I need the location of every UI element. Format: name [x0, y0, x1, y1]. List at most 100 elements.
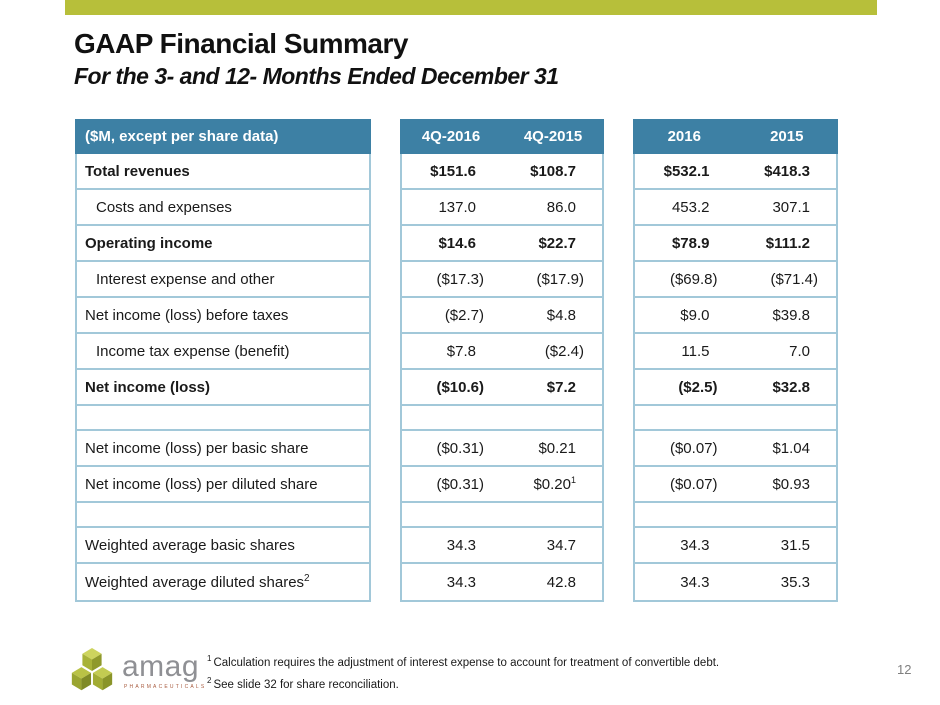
value-cell: ($71.4) — [770, 270, 818, 288]
amag-logo-mark-icon — [71, 647, 113, 691]
value-cell: $7.8 — [446, 342, 476, 360]
table-row: ($69.8) ($71.4) — [635, 262, 836, 298]
slide-title: GAAP Financial Summary — [74, 28, 408, 59]
row-label: Net income (loss) per diluted share — [85, 475, 318, 493]
value-cell: 34.3 — [680, 536, 710, 554]
value-cell: $111.2 — [765, 234, 810, 252]
value-cell: $39.8 — [772, 306, 810, 324]
row-label: Weighted average diluted shares2 — [85, 573, 310, 591]
table-row: ($10.6) $7.2 — [402, 370, 602, 406]
row-label: Net income (loss) — [85, 378, 211, 396]
value-cell: $1.04 — [772, 439, 810, 457]
table-row: Net income (loss) — [77, 370, 369, 406]
value-cell: ($2.7) — [444, 306, 484, 324]
table-row: $7.8 ($2.4) — [402, 334, 602, 370]
value-cell: 34.3 — [446, 573, 476, 591]
spacer-row — [402, 503, 602, 528]
table-row: ($2.7) $4.8 — [402, 298, 602, 334]
top-accent-bar — [65, 0, 877, 15]
table-row: Income tax expense (benefit) — [77, 334, 369, 370]
full-year-body: $532.1 $418.3 453.2 307.1 $78.9 $111.2 (… — [633, 154, 838, 602]
table-row: ($2.5) $32.8 — [635, 370, 836, 406]
value-cell: $0.201 — [533, 475, 576, 493]
row-label: Income tax expense (benefit) — [96, 342, 290, 360]
value-cell: ($0.31) — [436, 475, 484, 493]
value-cell: $32.8 — [772, 378, 810, 396]
value-cell: ($0.07) — [669, 475, 718, 493]
row-label: Costs and expenses — [96, 198, 232, 216]
value-cell: ($2.4) — [544, 342, 584, 360]
value-cell: ($17.9) — [536, 270, 584, 288]
quarterly-header: 4Q-2016 4Q-2015 — [400, 119, 604, 154]
value-cell: ($10.6) — [436, 378, 484, 396]
spacer-row — [402, 406, 602, 431]
value-cell: ($0.31) — [436, 439, 484, 457]
table-row: 137.0 86.0 — [402, 190, 602, 226]
table-row: Net income (loss) per diluted share — [77, 467, 369, 503]
footnote-2: 2 See slide 32 for share reconciliation. — [207, 675, 399, 691]
value-cell: $14.6 — [438, 234, 476, 252]
table-row: ($17.3) ($17.9) — [402, 262, 602, 298]
table-row: $532.1 $418.3 — [635, 154, 836, 190]
spacer-row — [77, 503, 369, 528]
quarterly-table: 4Q-2016 4Q-2015 $151.6 $108.7 137.0 86.0… — [400, 119, 604, 602]
table-row: ($0.07) $0.93 — [635, 467, 836, 503]
table-row: Interest expense and other — [77, 262, 369, 298]
value-cell: $108.7 — [530, 162, 576, 180]
table-row: ($0.31) $0.21 — [402, 431, 602, 467]
table-row: Weighted average diluted shares2 — [77, 564, 369, 600]
value-cell: 35.3 — [780, 573, 810, 591]
row-label: Net income (loss) per basic share — [85, 439, 309, 457]
value-cell: $22.7 — [538, 234, 576, 252]
footnote-ref-1: 1 — [570, 475, 576, 485]
page-number: 12 — [897, 662, 912, 677]
table-row: $9.0 $39.8 — [635, 298, 836, 334]
table-row: Operating income — [77, 226, 369, 262]
table-row: 11.5 7.0 — [635, 334, 836, 370]
value-cell: 453.2 — [671, 198, 710, 216]
logo-subtext: PHARMACEUTICALS — [124, 684, 207, 690]
value-cell: 34.3 — [680, 573, 710, 591]
table-row: 34.3 31.5 — [635, 528, 836, 564]
table-row: ($0.07) $1.04 — [635, 431, 836, 467]
footnote-1: 1 Calculation requires the adjustment of … — [207, 654, 720, 669]
col-header-2015: 2015 — [770, 128, 804, 145]
value-cell: ($2.5) — [678, 378, 718, 396]
logo-wordmark: amag — [122, 650, 200, 683]
value-cell: $151.6 — [430, 162, 476, 180]
value-cell: $418.3 — [764, 162, 810, 180]
value-cell: $9.0 — [680, 306, 710, 324]
table-row: ($0.31) $0.201 — [402, 467, 602, 503]
value-cell: 34.3 — [446, 536, 476, 554]
slide-subtitle: For the 3- and 12- Months Ended December… — [74, 63, 559, 89]
footnotes: 1 Calculation requires the adjustment of … — [207, 650, 719, 694]
quarterly-body: $151.6 $108.7 137.0 86.0 $14.6 $22.7 ($1… — [400, 154, 604, 602]
table-row: Net income (loss) per basic share — [77, 431, 369, 467]
value-cell: $7.2 — [546, 378, 576, 396]
value-cell: $0.93 — [772, 475, 810, 493]
units-label: ($M, except per share data) — [85, 128, 279, 145]
row-label: Interest expense and other — [96, 270, 275, 288]
row-label: Weighted average basic shares — [85, 536, 295, 554]
value-cell: $0.21 — [538, 439, 576, 457]
logo-text-block: amag PHARMACEUTICALS — [122, 650, 207, 691]
value-cell: ($0.07) — [669, 439, 718, 457]
spacer-row — [635, 503, 836, 528]
units-header: ($M, except per share data) — [75, 119, 371, 154]
row-label: Net income (loss) before taxes — [85, 306, 289, 324]
footnote-ref-2: 2 — [304, 573, 310, 584]
value-cell: 137.0 — [438, 198, 476, 216]
value-cell: 307.1 — [772, 198, 810, 216]
value-cell: $4.8 — [546, 306, 576, 324]
value-cell: $78.9 — [671, 234, 710, 252]
table-row: $78.9 $111.2 — [635, 226, 836, 262]
col-header-4q2015: 4Q-2015 — [523, 128, 583, 145]
table-row: 34.3 42.8 — [402, 564, 602, 600]
spacer-row — [635, 406, 836, 431]
value-cell: 86.0 — [546, 198, 576, 216]
full-year-table: 2016 2015 $532.1 $418.3 453.2 307.1 $78.… — [633, 119, 838, 602]
row-label: Total revenues — [85, 162, 190, 180]
value-cell: 7.0 — [789, 342, 810, 360]
table-row: $151.6 $108.7 — [402, 154, 602, 190]
